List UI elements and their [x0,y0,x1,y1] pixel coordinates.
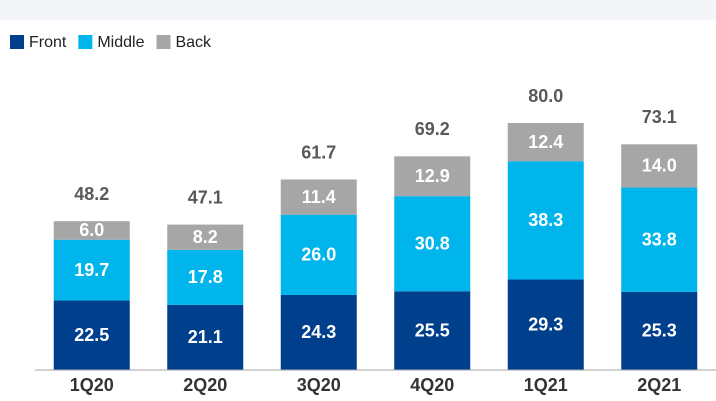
data-label: 19.7 [74,260,109,280]
bar-segment [53,239,130,301]
total-label: 69.2 [415,119,450,139]
bar-segment [507,123,584,162]
legend-swatch [78,35,93,49]
data-label: 33.8 [642,229,677,249]
bar-segment [53,300,130,370]
x-tick-label: 4Q20 [410,375,454,395]
data-label: 25.5 [415,320,450,340]
data-label: 24.3 [301,322,336,342]
legend-label: Back [175,34,212,51]
bar-segment [394,156,471,197]
bar-segment [394,196,471,292]
bar-segment [280,214,357,295]
legend-swatch [156,35,171,49]
data-label: 38.3 [528,210,563,230]
data-label: 6.0 [79,220,104,240]
data-label: 12.4 [528,132,563,152]
bar-segment [167,249,244,305]
x-tick-label: 1Q20 [70,375,114,395]
data-label: 22.5 [74,325,109,345]
data-label: 11.4 [302,187,336,207]
total-label: 61.7 [301,142,336,162]
bar-segment [507,161,584,280]
bar-segment [280,294,357,370]
data-label: 12.9 [415,166,450,186]
x-tick-label: 1Q21 [524,375,568,395]
bar-segment [507,279,584,370]
x-tick-label: 2Q21 [637,375,681,395]
x-tick-label: 3Q20 [297,375,341,395]
legend-label: Front [29,34,67,51]
data-label: 8.2 [193,227,218,247]
data-label: 29.3 [528,315,563,335]
bar-segment [280,179,357,215]
data-label: 21.1 [188,327,223,347]
total-label: 48.2 [74,184,109,204]
legend-label: Middle [97,34,144,51]
data-label: 14.0 [642,156,677,176]
bar-segment [167,304,244,370]
total-label: 80.0 [528,86,563,106]
data-label: 25.3 [642,321,677,341]
legend-swatch [10,35,24,49]
top-band [0,0,716,20]
data-label: 17.8 [188,267,223,287]
x-tick-label: 2Q20 [183,375,227,395]
total-label: 47.1 [188,187,223,207]
data-label: 30.8 [415,233,450,253]
bar-segment [167,224,244,250]
data-label: 26.0 [301,245,336,265]
bar-segment [621,144,698,188]
bar-segment [53,221,130,240]
bar-segment [621,291,698,370]
bar-segment [621,187,698,292]
total-label: 73.1 [642,107,677,127]
bar-segment [394,291,471,370]
